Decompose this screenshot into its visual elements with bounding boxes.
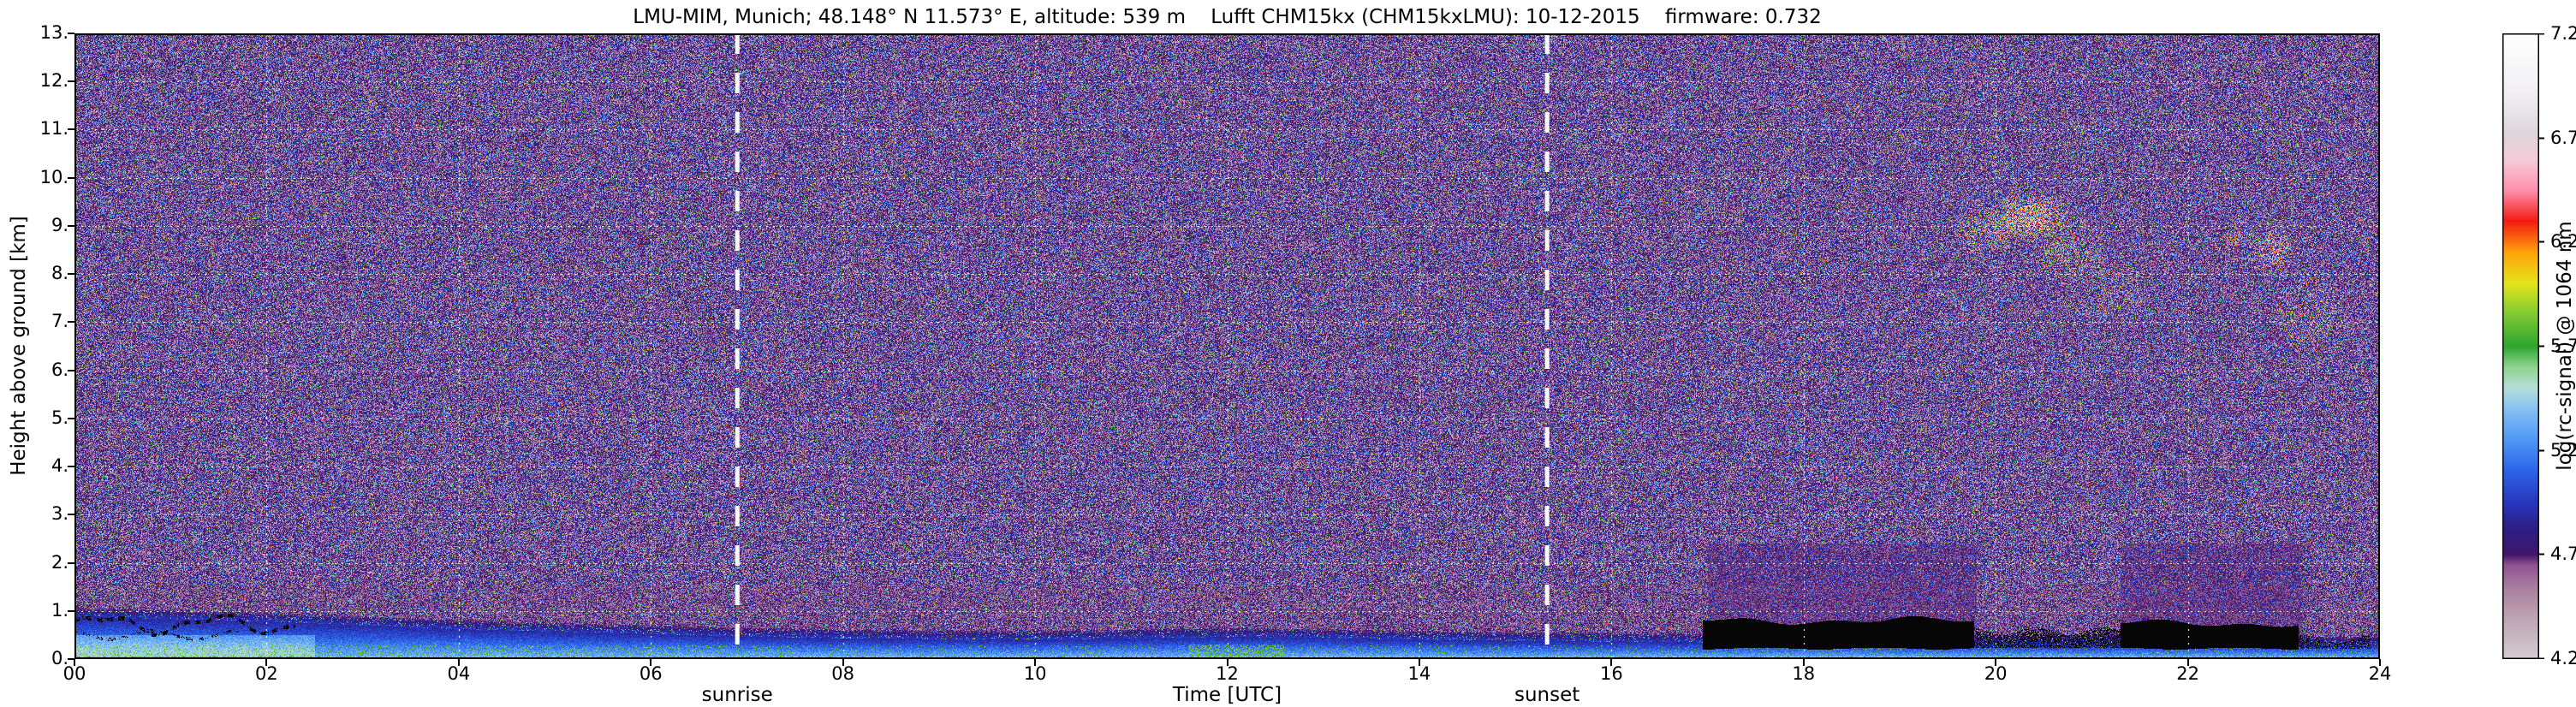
y-tick-mark xyxy=(68,273,74,276)
y-tick-mark xyxy=(68,417,74,419)
x-tick-label: 12 xyxy=(1216,663,1239,684)
y-tick-mark xyxy=(68,33,74,34)
colorbar-tick-label: 6.7 xyxy=(2550,127,2576,148)
y-tick-label: 9. xyxy=(51,214,68,235)
x-tick-mark xyxy=(457,659,460,666)
x-tick-mark xyxy=(1995,659,1997,666)
y-tick-label: 0. xyxy=(51,648,68,668)
x-tick-label: 24 xyxy=(2368,663,2392,684)
y-tick-mark xyxy=(68,609,74,612)
x-tick-label: 00 xyxy=(62,663,86,684)
y-tick-mark xyxy=(68,128,74,131)
y-tick-label: 3. xyxy=(51,503,68,525)
y-tick-mark xyxy=(68,561,74,564)
y-tick-label: 2. xyxy=(51,551,68,573)
x-tick-mark xyxy=(1034,659,1037,666)
y-tick-mark xyxy=(68,176,74,179)
colorbar-tick-label: 7.2 xyxy=(2550,23,2576,44)
x-tick-mark xyxy=(650,659,652,666)
x-tick-mark xyxy=(1226,659,1229,666)
y-tick-label: 6. xyxy=(51,359,68,380)
x-tick-label: 14 xyxy=(1407,663,1431,684)
colorbar-tick-label: 5.2 xyxy=(2550,439,2576,460)
x-tick-mark xyxy=(842,659,844,666)
plot-title: LMU-MIM, Munich; 48.148° N 11.573° E, al… xyxy=(633,6,1822,28)
x-tick-mark xyxy=(74,659,75,666)
x-tick-label: 20 xyxy=(1984,663,2008,684)
sunrise-annotation: sunrise xyxy=(701,684,773,706)
colorbar-tick-label: 4.7 xyxy=(2550,544,2576,565)
y-axis-label: Height above ground [km] xyxy=(8,216,30,476)
x-tick-label: 18 xyxy=(1792,663,1816,684)
y-tick-label: 5. xyxy=(51,407,68,428)
y-tick-label: 1. xyxy=(51,599,68,621)
colorbar-canvas xyxy=(2502,33,2545,659)
x-tick-label: 02 xyxy=(255,663,278,684)
y-tick-label: 7. xyxy=(51,311,68,332)
x-tick-label: 16 xyxy=(1599,663,1623,684)
x-tick-label: 04 xyxy=(447,663,471,684)
colorbar-tick-label: 5.7 xyxy=(2550,336,2576,356)
x-tick-mark xyxy=(1418,659,1420,666)
y-tick-label: 13. xyxy=(39,22,68,43)
y-tick-mark xyxy=(68,224,74,227)
y-tick-mark xyxy=(68,658,74,660)
x-tick-mark xyxy=(2186,659,2189,666)
x-tick-mark xyxy=(2379,659,2381,666)
x-tick-mark xyxy=(1610,659,1613,666)
x-tick-mark xyxy=(1802,659,1805,666)
colorbar-tick-label: 6.2 xyxy=(2550,231,2576,253)
heatmap-canvas xyxy=(74,33,2380,659)
x-tick-label: 08 xyxy=(831,663,855,684)
sunset-annotation: sunset xyxy=(1514,684,1580,706)
y-tick-mark xyxy=(68,514,74,516)
y-tick-mark xyxy=(68,466,74,468)
x-tick-mark xyxy=(265,659,268,666)
y-tick-label: 11. xyxy=(39,118,68,140)
x-tick-label: 10 xyxy=(1023,663,1047,684)
y-tick-label: 10. xyxy=(39,166,68,187)
y-tick-mark xyxy=(68,369,74,371)
y-tick-label: 8. xyxy=(51,263,68,284)
x-axis-label: Time [UTC] xyxy=(1172,684,1282,706)
y-tick-label: 12. xyxy=(39,70,68,92)
y-tick-label: 4. xyxy=(51,455,68,477)
y-tick-mark xyxy=(68,321,74,324)
x-tick-label: 06 xyxy=(639,663,663,684)
y-tick-mark xyxy=(68,80,74,83)
x-tick-label: 22 xyxy=(2176,663,2199,684)
colorbar-tick-label: 4.2 xyxy=(2550,648,2576,668)
